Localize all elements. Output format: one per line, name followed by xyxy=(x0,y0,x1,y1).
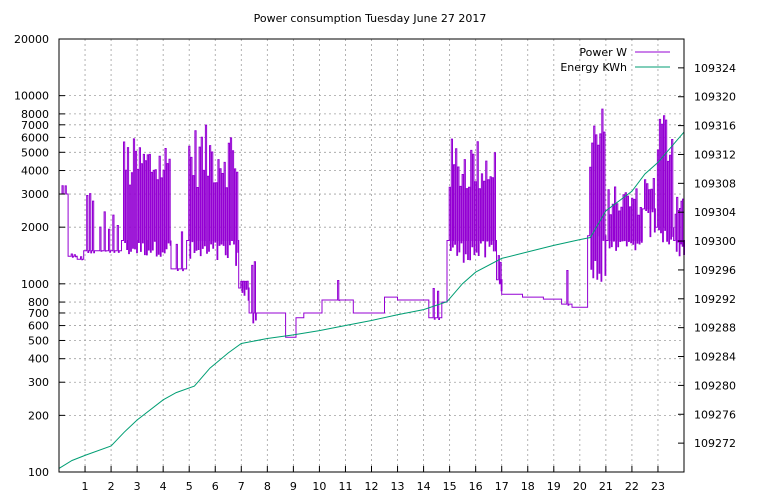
legend-label: Energy KWh xyxy=(560,61,627,74)
chart-title: Power consumption Tuesday June 27 2017 xyxy=(254,12,487,25)
x-tick-label: 18 xyxy=(521,480,535,493)
x-tick-label: 21 xyxy=(599,480,613,493)
x-tick-label: 2 xyxy=(108,480,115,493)
y2-tick-label: 109272 xyxy=(694,437,736,450)
x-tick-label: 9 xyxy=(290,480,297,493)
y-tick-label: 200 xyxy=(28,409,49,422)
y-tick-label: 800 xyxy=(28,296,49,309)
x-tick-label: 23 xyxy=(651,480,665,493)
y-tick-label: 8000 xyxy=(21,108,49,121)
y-tick-label: 700 xyxy=(28,307,49,320)
x-tick-label: 22 xyxy=(625,480,639,493)
y-tick-label: 100 xyxy=(28,466,49,479)
legend: Power W Energy KWh xyxy=(560,46,670,74)
x-tick-label: 6 xyxy=(212,480,219,493)
power-line xyxy=(59,108,685,338)
y-tick-label: 1000 xyxy=(21,278,49,291)
x-tick-label: 14 xyxy=(417,480,431,493)
y2-tick-label: 109288 xyxy=(694,322,736,335)
y-tick-label: 2000 xyxy=(21,221,49,234)
grid-lines xyxy=(59,39,684,472)
y2-tick-label: 109276 xyxy=(694,408,736,421)
y-tick-label: 3000 xyxy=(21,188,49,201)
x-tick-label: 15 xyxy=(443,480,457,493)
x-tick-label: 7 xyxy=(238,480,245,493)
y-tick-label: 500 xyxy=(28,334,49,347)
x-tick-label: 4 xyxy=(160,480,167,493)
x-tick-label: 19 xyxy=(547,480,561,493)
y2-tick-label: 109304 xyxy=(694,206,736,219)
y-tick-label: 5000 xyxy=(21,146,49,159)
y-tick-label: 4000 xyxy=(21,165,49,178)
y-tick-label: 10000 xyxy=(14,90,49,103)
y2-tick-label: 109316 xyxy=(694,120,736,133)
x-tick-label: 10 xyxy=(312,480,326,493)
y2-tick-label: 109292 xyxy=(694,293,736,306)
x-tick-label: 1 xyxy=(82,480,89,493)
x-tick-label: 5 xyxy=(186,480,193,493)
y2-tick-label: 109324 xyxy=(694,62,736,75)
y2-tick-label: 109284 xyxy=(694,351,736,364)
y2-tick-label: 109280 xyxy=(694,379,736,392)
x-axis: 1 2 3 4 5 6 7 8 9 10 11 12 13 14 15 16 17 18 19 20 21 22 23 xyxy=(82,466,665,493)
x-tick-label: 12 xyxy=(365,480,379,493)
x-tick-label: 8 xyxy=(264,480,271,493)
y-axis-right: 109272 109276 109280 109284 109288 109292 1092… xyxy=(678,62,736,450)
y2-tick-label: 109312 xyxy=(694,148,736,161)
y2-tick-label: 109308 xyxy=(694,177,736,190)
y-tick-label: 400 xyxy=(28,353,49,366)
x-tick-label: 17 xyxy=(495,480,509,493)
y-tick-label: 6000 xyxy=(21,131,49,144)
energy-line xyxy=(58,131,685,469)
y2-tick-label: 109300 xyxy=(694,235,736,248)
legend-label: Power W xyxy=(579,46,627,59)
x-tick-label: 16 xyxy=(469,480,483,493)
y-tick-label: 600 xyxy=(28,320,49,333)
y2-tick-label: 109320 xyxy=(694,91,736,104)
x-tick-label: 3 xyxy=(134,480,141,493)
x-tick-label: 11 xyxy=(338,480,352,493)
y-tick-label: 300 xyxy=(28,376,49,389)
y-tick-label: 7000 xyxy=(21,119,49,132)
y-tick-label: 20000 xyxy=(14,33,49,46)
x-tick-label: 20 xyxy=(573,480,587,493)
x-tick-label: 13 xyxy=(391,480,405,493)
series-energy-kwh xyxy=(58,131,685,469)
y2-tick-label: 109296 xyxy=(694,264,736,277)
series-power-w xyxy=(59,108,685,338)
